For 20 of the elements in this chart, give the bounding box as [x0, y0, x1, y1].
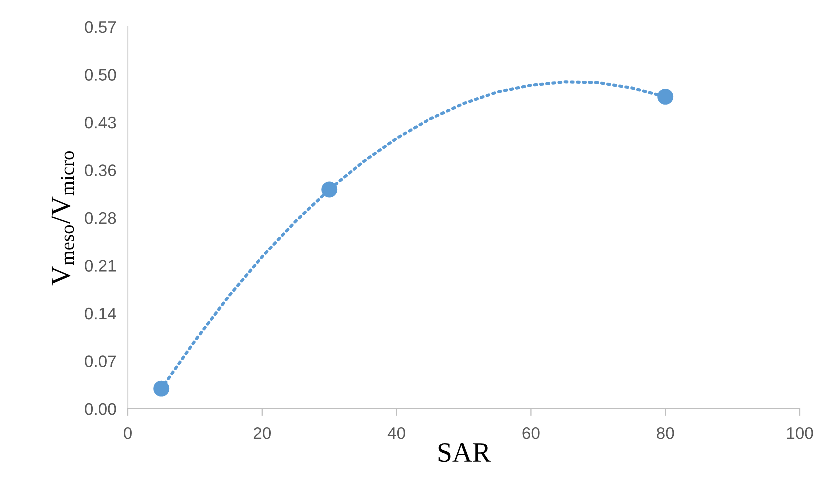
- x-tick-label: 40: [388, 427, 406, 440]
- x-tick-label: 80: [657, 427, 674, 440]
- y-tick-label: 0.28: [85, 212, 116, 224]
- x-tick-label: 0: [124, 427, 132, 440]
- y-tick-label: 0.36: [85, 164, 116, 176]
- y-tick-label: 0.07: [85, 356, 116, 368]
- point: [322, 182, 338, 198]
- y-axis-title: V$_{meso}$/V$_{micro}$: [52, 151, 74, 286]
- x-tick-label: 60: [522, 427, 540, 440]
- point: [154, 380, 170, 397]
- y-tick-label: 0.21: [85, 260, 116, 272]
- x-axis-title: SAR: [438, 443, 491, 462]
- point: [658, 88, 674, 105]
- x-tick-label: 20: [254, 427, 272, 440]
- y-tick-label: 0.43: [85, 116, 116, 129]
- x-tick-label: 100: [787, 427, 814, 440]
- y-tick-label: 0.57: [85, 21, 116, 34]
- y-tick-label: 0.14: [85, 308, 116, 320]
- y-tick-label: 0.00: [85, 403, 116, 416]
- y-tick-label: 0.50: [85, 69, 116, 81]
